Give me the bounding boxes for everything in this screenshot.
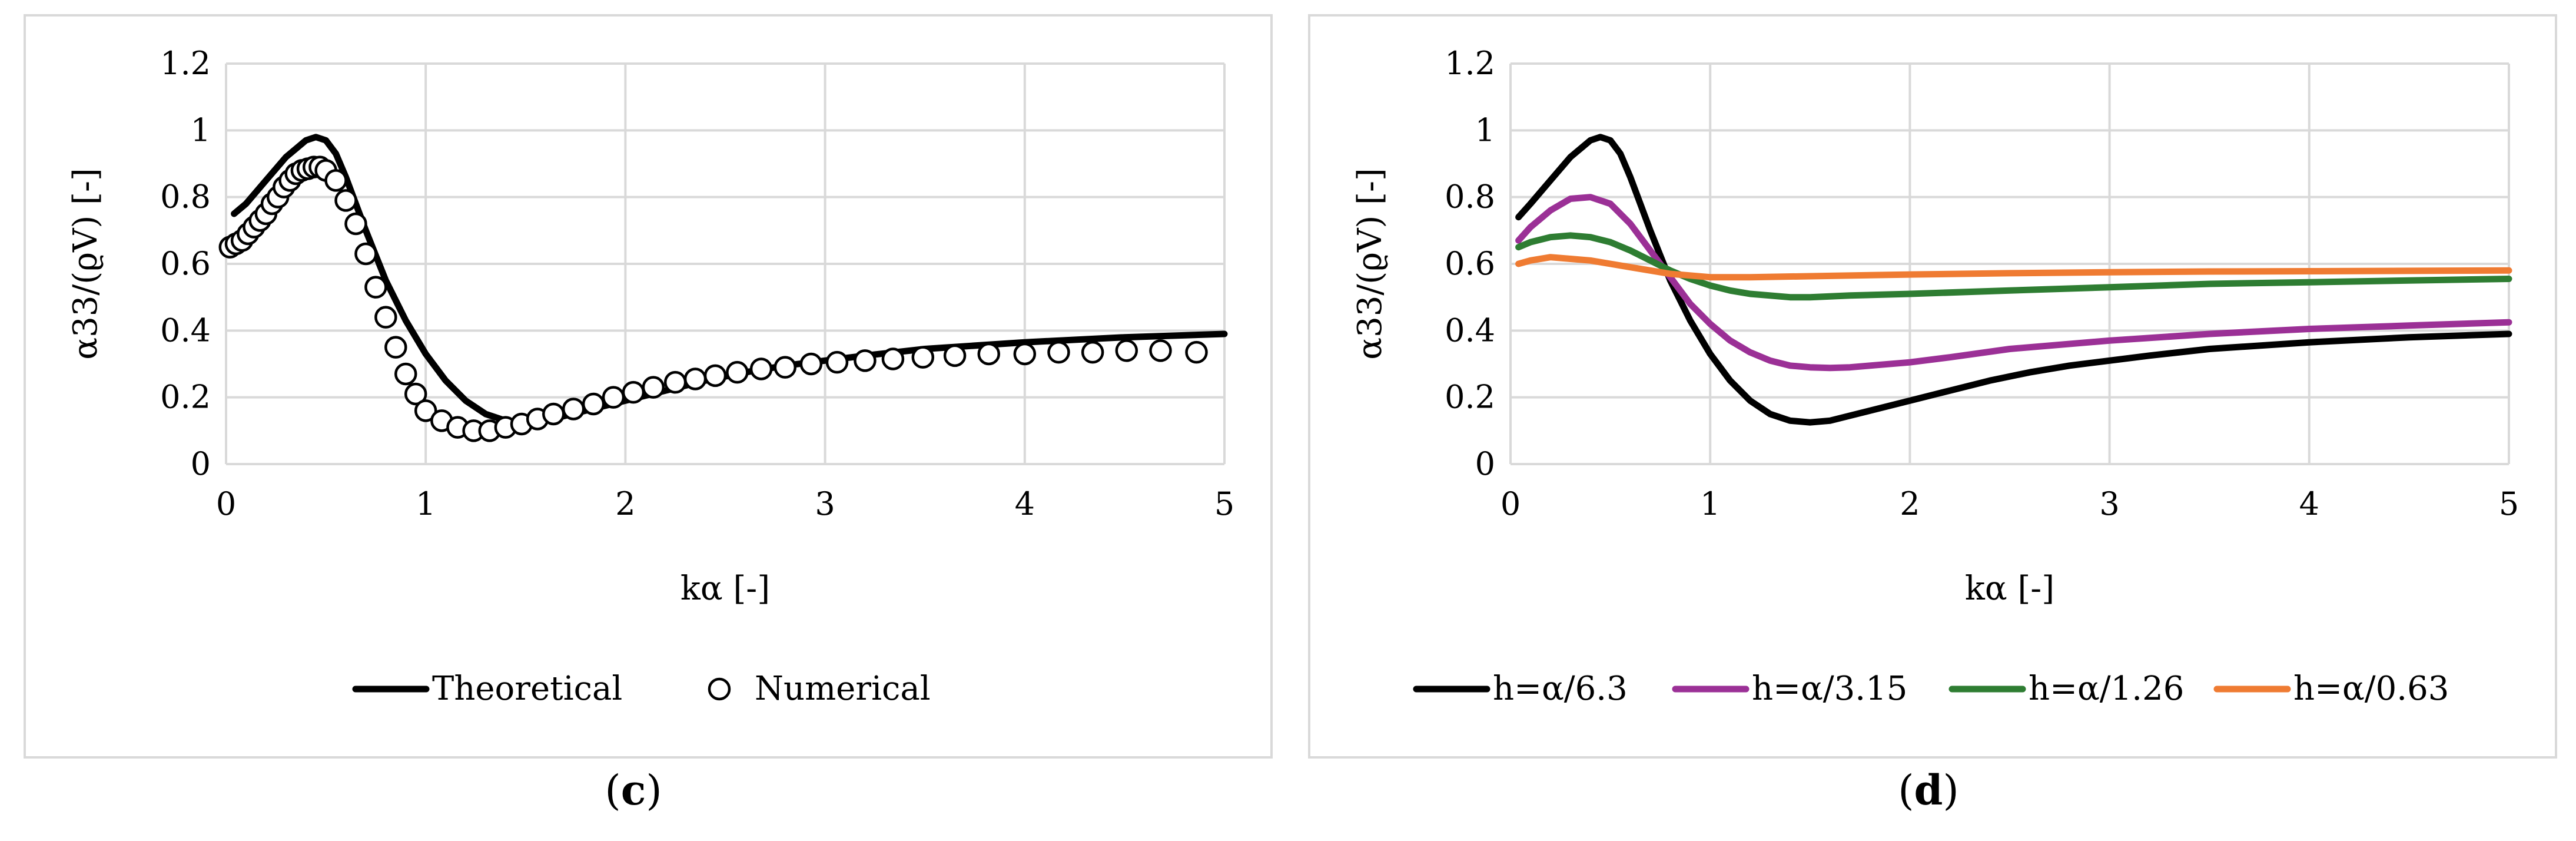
x-tick-label: 2	[615, 485, 635, 522]
data-point	[622, 380, 645, 404]
x-tick-label: 5	[1214, 485, 1234, 522]
chart-panel-c: 0 0.2 0.4 0.6 0.8 1 1.2 0 1 2 3 4 5 kα [-] α33/(ϱV) [-…	[24, 14, 1273, 759]
y-tick-label: 1	[191, 111, 211, 148]
data-point	[562, 398, 585, 420]
legend: Theoretical Numerical	[352, 670, 931, 708]
chart-c-svg: 0 0.2 0.4 0.6 0.8 1 1.2 0 1 2 3 4 5 kα [-] α33/(ϱV) [-…	[67, 45, 1234, 708]
data-point	[602, 386, 625, 409]
legend-label: Numerical	[755, 670, 931, 708]
panel-label-c: c	[620, 766, 646, 814]
data-point	[799, 352, 823, 376]
legend-label: h=α/6.3	[1493, 670, 1628, 708]
x-tick-label: 4	[2299, 485, 2319, 522]
data-point	[854, 349, 877, 372]
data-point	[1047, 340, 1070, 364]
y-tick-label: 0.2	[1445, 379, 1495, 416]
x-tick-label: 2	[1900, 485, 1920, 522]
grid	[225, 62, 1226, 465]
series-line-1	[1515, 194, 2512, 372]
data-point	[394, 362, 417, 386]
data-point	[364, 276, 387, 299]
y-axis-label: α33/(ϱV) [-]	[1351, 168, 1389, 359]
data-point	[642, 376, 665, 399]
x-tick-label: 1	[1700, 485, 1720, 522]
data-point	[582, 392, 605, 416]
data-point	[1013, 342, 1037, 366]
legend-label: h=α/1.26	[2029, 670, 2184, 708]
legend-label: h=α/3.15	[1752, 670, 1907, 708]
x-axis-label: kα [-]	[1965, 570, 2054, 608]
series-1-markers	[218, 155, 1208, 442]
data-point	[1149, 339, 1172, 362]
data-point	[703, 364, 727, 388]
data-point	[749, 357, 773, 380]
x-axis-label: kα [-]	[680, 570, 770, 608]
panel-label-d: d	[1914, 766, 1943, 814]
data-point	[977, 342, 1000, 366]
x-tick-label: 0	[1501, 485, 1521, 522]
data-point	[683, 367, 707, 390]
y-axis-label: α33/(ϱV) [-]	[67, 168, 105, 359]
data-point	[344, 212, 367, 236]
data-point	[354, 242, 377, 266]
data-point	[825, 350, 849, 374]
x-tick-label: 0	[216, 485, 236, 522]
chart-panel-d: 0 0.2 0.4 0.6 0.8 1 1.2 0 1 2 3 4 5 kα [-] α33/(ϱV) [-…	[1308, 14, 2557, 759]
data-point	[726, 360, 749, 384]
legend-label: Theoretical	[432, 670, 622, 708]
x-tick-label: 3	[815, 485, 835, 522]
x-tick-label: 1	[416, 485, 436, 522]
data-point	[414, 399, 437, 422]
series-line-3	[1515, 254, 2512, 281]
data-point	[881, 347, 905, 370]
legend-label: h=α/0.63	[2293, 670, 2449, 708]
series-line-2	[1515, 232, 2512, 301]
panel-caption-d: (d)	[1898, 766, 1959, 814]
y-tick-label: 0.8	[1445, 178, 1495, 216]
data-point	[542, 402, 565, 426]
data-point	[1081, 340, 1104, 364]
x-tick-label: 4	[1015, 485, 1035, 522]
legend-marker	[708, 677, 731, 701]
data-point	[1115, 339, 1138, 362]
data-point	[404, 382, 427, 406]
data-point	[943, 344, 967, 367]
series-line-0	[1515, 134, 2512, 426]
y-tick-label: 0.6	[160, 245, 211, 282]
chart-d-svg: 0 0.2 0.4 0.6 0.8 1 1.2 0 1 2 3 4 5 kα [-] α33/(ϱV) [-…	[1351, 45, 2519, 708]
data-point	[1185, 340, 1208, 364]
y-tick-label: 0.6	[1445, 245, 1495, 282]
data-point	[774, 356, 797, 379]
y-tick-label: 1.2	[160, 45, 211, 82]
data-point	[324, 169, 347, 192]
data-point	[374, 306, 397, 329]
y-tick-label: 0.4	[1445, 312, 1495, 349]
data-point	[384, 336, 407, 359]
y-tick-label: 0.4	[160, 312, 211, 349]
y-tick-label: 0.2	[160, 379, 211, 416]
legend: h=α/6.3 h=α/3.15 h=α/1.26 h=α/0.63	[1413, 670, 2449, 708]
x-tick-label: 3	[2099, 485, 2119, 522]
data-point	[334, 189, 357, 212]
y-tick-label: 0	[191, 445, 211, 482]
y-tick-label: 0.8	[160, 178, 211, 216]
x-tick-label: 5	[2499, 485, 2519, 522]
y-tick-label: 1	[1475, 111, 1495, 148]
data-point	[663, 370, 687, 394]
y-tick-label: 1.2	[1445, 45, 1495, 82]
grid	[1509, 62, 2510, 465]
data-point	[911, 346, 935, 369]
panel-caption-c: (c)	[605, 766, 662, 814]
y-tick-label: 0	[1475, 445, 1495, 482]
